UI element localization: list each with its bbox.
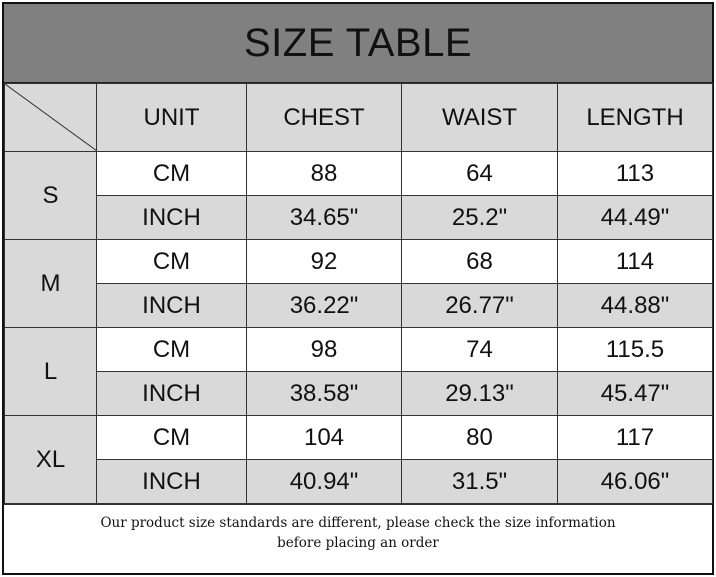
cell-waist: 64 xyxy=(401,151,558,196)
cell-length: 46.06" xyxy=(557,459,713,504)
cell-waist: 80 xyxy=(401,415,558,460)
table-title: SIZE TABLE xyxy=(4,4,712,83)
cell-waist: 29.13" xyxy=(401,371,558,416)
diagonal-line xyxy=(5,84,97,151)
cell-unit: CM xyxy=(96,327,247,372)
cell-unit: CM xyxy=(96,239,247,284)
table-row: XL CM 104 80 117 xyxy=(4,415,713,504)
cell-waist: 26.77" xyxy=(401,283,558,328)
table-row: M CM 92 68 114 xyxy=(4,239,713,328)
cell-chest: 38.58" xyxy=(246,371,402,416)
cell-chest: 88 xyxy=(246,151,402,196)
cell-unit: INCH xyxy=(96,283,247,328)
cell-waist: 74 xyxy=(401,327,558,372)
size-label: S xyxy=(4,151,97,240)
cell-unit: INCH xyxy=(96,459,247,504)
cell-waist: 31.5" xyxy=(401,459,558,504)
note-line-1: Our product size standards are different… xyxy=(100,515,616,531)
cell-chest: 34.65" xyxy=(246,195,402,240)
cell-length: 45.47" xyxy=(557,371,713,416)
header-length: LENGTH xyxy=(557,83,713,152)
size-grid: UNIT CHEST WAIST LENGTH S CM 88 64 113 INCH 34… xyxy=(4,83,713,504)
size-label: XL xyxy=(4,415,97,504)
table-row: INCH 40.94" 31.5" 46.06" xyxy=(5,459,713,504)
cell-length: 117 xyxy=(557,415,713,460)
cell-length: 113 xyxy=(557,151,713,196)
cell-length: 44.88" xyxy=(557,283,713,328)
cell-chest: 92 xyxy=(246,239,402,284)
cell-length: 114 xyxy=(557,239,713,284)
cell-chest: 40.94" xyxy=(246,459,402,504)
table-row: INCH 34.65" 25.2" 44.49" xyxy=(5,195,713,240)
table-row: INCH 36.22" 26.77" 44.88" xyxy=(5,283,713,328)
cell-unit: CM xyxy=(96,415,247,460)
header-row: UNIT CHEST WAIST LENGTH xyxy=(4,83,713,152)
cell-chest: 104 xyxy=(246,415,402,460)
table-row: INCH 38.58" 29.13" 45.47" xyxy=(5,371,713,416)
cell-chest: 98 xyxy=(246,327,402,372)
cell-waist: 68 xyxy=(401,239,558,284)
size-label: L xyxy=(4,327,97,416)
size-label: M xyxy=(4,239,97,328)
cell-unit: INCH xyxy=(96,195,247,240)
cell-length: 44.49" xyxy=(557,195,713,240)
size-note: Our product size standards are different… xyxy=(4,504,712,574)
cell-unit: INCH xyxy=(96,371,247,416)
note-line-2: before placing an order xyxy=(277,535,439,551)
cell-length: 115.5 xyxy=(557,327,713,372)
table-row: S CM 88 64 113 xyxy=(4,151,713,240)
cell-unit: CM xyxy=(96,151,247,196)
diagonal-corner-cell xyxy=(4,83,97,152)
header-chest: CHEST xyxy=(246,83,402,152)
cell-chest: 36.22" xyxy=(246,283,402,328)
header-unit: UNIT xyxy=(96,83,247,152)
table-row: L CM 98 74 115.5 xyxy=(4,327,713,416)
cell-waist: 25.2" xyxy=(401,195,558,240)
header-waist: WAIST xyxy=(401,83,558,152)
